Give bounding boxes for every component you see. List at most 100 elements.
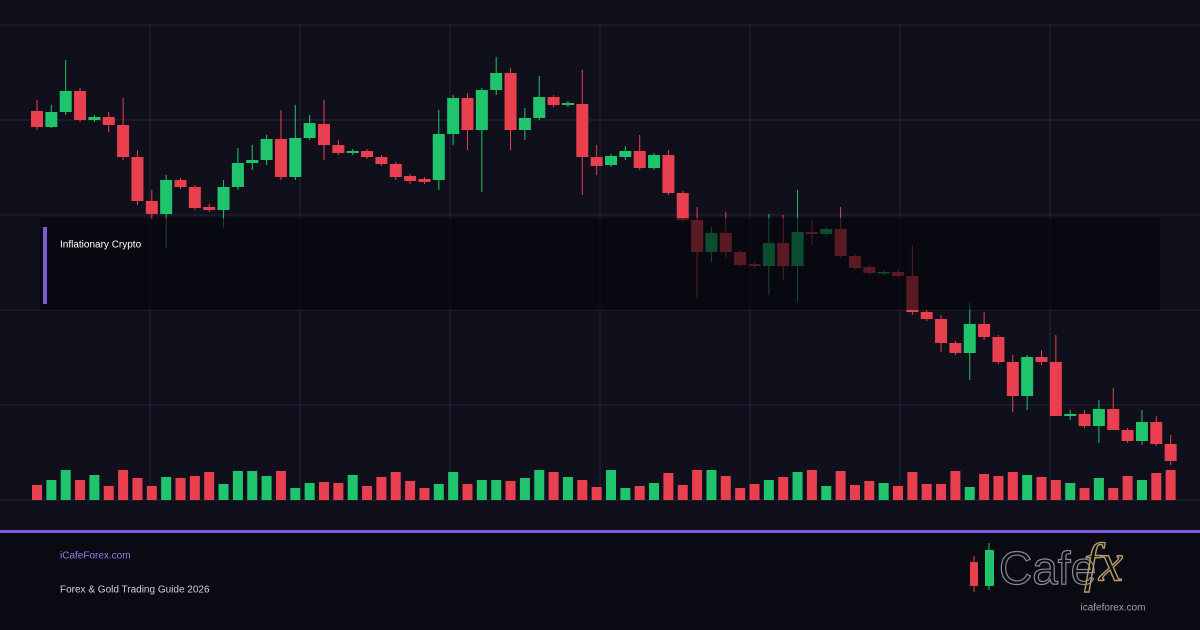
candle-body xyxy=(246,160,259,163)
volume-bar xyxy=(103,486,114,500)
volume-bar xyxy=(1036,477,1047,500)
volume-bar xyxy=(275,471,286,500)
candle-body xyxy=(461,98,474,130)
candle-body xyxy=(318,124,330,145)
volume-bar xyxy=(921,484,932,500)
candle-body xyxy=(1150,422,1163,444)
volume-bar xyxy=(132,478,143,500)
volume-bar xyxy=(720,476,731,500)
volume-bar xyxy=(433,484,444,500)
candle-body xyxy=(992,337,1005,362)
candle-body xyxy=(74,91,87,120)
volume-bar xyxy=(1093,478,1104,500)
volume-bar xyxy=(519,478,530,500)
candle-body xyxy=(1064,414,1077,416)
candle-body xyxy=(504,73,517,130)
volume-bar xyxy=(878,483,889,500)
candle-body xyxy=(547,97,560,105)
volume-bar xyxy=(347,475,358,500)
volume-bar xyxy=(1022,475,1033,500)
candle-body xyxy=(418,179,431,182)
footer-site: iCafeForex.com xyxy=(60,551,131,562)
volume-bar xyxy=(419,488,430,500)
volume-bar xyxy=(634,486,645,500)
candle-body xyxy=(561,103,574,105)
volume-bar xyxy=(448,472,459,500)
candle-body xyxy=(1021,357,1034,396)
volume-bar xyxy=(562,477,573,500)
volume-bar xyxy=(32,485,42,500)
annotation: Inflationary Crypto xyxy=(60,240,142,251)
volume-bar xyxy=(1122,476,1133,500)
candle-body xyxy=(1164,444,1177,461)
logo-url: icafeforex.com xyxy=(1080,603,1145,614)
candle-body xyxy=(1092,409,1105,426)
volume-bar xyxy=(1151,473,1162,500)
volume-bar xyxy=(1079,488,1090,500)
volume-bar xyxy=(247,471,258,500)
candle-body xyxy=(676,193,689,220)
volume-bar xyxy=(606,470,616,500)
volume-bar xyxy=(46,480,57,500)
volume-bar xyxy=(75,480,86,500)
volume-bar xyxy=(89,475,100,500)
volume-bar xyxy=(319,482,329,500)
volume-bar xyxy=(476,480,487,500)
candle-body xyxy=(590,157,603,166)
candle-body xyxy=(619,151,632,157)
candle-body xyxy=(389,164,402,177)
candle-body xyxy=(475,90,488,130)
candle-body xyxy=(949,343,962,353)
candle-body xyxy=(102,117,115,125)
annotation-box xyxy=(40,218,1160,310)
volume-bar xyxy=(649,483,660,500)
volume-bar xyxy=(1108,488,1119,500)
volume-bar xyxy=(376,477,387,500)
candle-body xyxy=(1078,414,1091,426)
candle-body xyxy=(935,319,948,343)
volume-bar xyxy=(118,470,129,500)
candle-body xyxy=(605,156,617,165)
candle-body xyxy=(361,151,374,157)
candle-body xyxy=(375,157,388,164)
volume-bar xyxy=(304,483,315,500)
candle-body xyxy=(648,155,661,168)
volume-bar xyxy=(534,470,545,500)
volume-bar xyxy=(1136,480,1147,500)
candle-body xyxy=(31,111,43,127)
volume-bar xyxy=(663,473,674,500)
candle-body xyxy=(978,324,991,337)
volume-bar xyxy=(218,484,229,500)
logo-text: Cafe xyxy=(999,542,1096,594)
volume-bar xyxy=(577,480,588,500)
volume-bar xyxy=(1007,472,1018,500)
candle-body xyxy=(303,123,316,138)
candle-body xyxy=(203,207,216,210)
candle-body xyxy=(432,134,445,180)
candle-body xyxy=(1107,409,1120,430)
volume-bar xyxy=(548,472,559,500)
volume-bar xyxy=(189,476,200,500)
volume-bar xyxy=(893,486,903,500)
divider xyxy=(0,530,1200,533)
candle-body xyxy=(231,163,244,187)
candle-body xyxy=(633,151,646,168)
candle-body xyxy=(260,139,273,160)
candle-body xyxy=(662,155,675,193)
candle-body xyxy=(576,104,589,157)
volume-bar xyxy=(806,470,817,500)
volume-bar xyxy=(1165,470,1176,500)
volume-bar xyxy=(491,480,502,500)
footer-background xyxy=(0,534,1200,630)
candle-body xyxy=(1049,362,1062,416)
candle-body xyxy=(145,201,158,214)
volume-bar xyxy=(362,486,373,500)
candle-body xyxy=(533,97,546,118)
candle-body xyxy=(404,176,417,181)
volume-bar xyxy=(792,472,803,500)
candle-body xyxy=(1035,357,1048,362)
volume-bar xyxy=(964,487,975,500)
logo-candle xyxy=(985,550,994,586)
annotation-accent xyxy=(43,227,47,304)
